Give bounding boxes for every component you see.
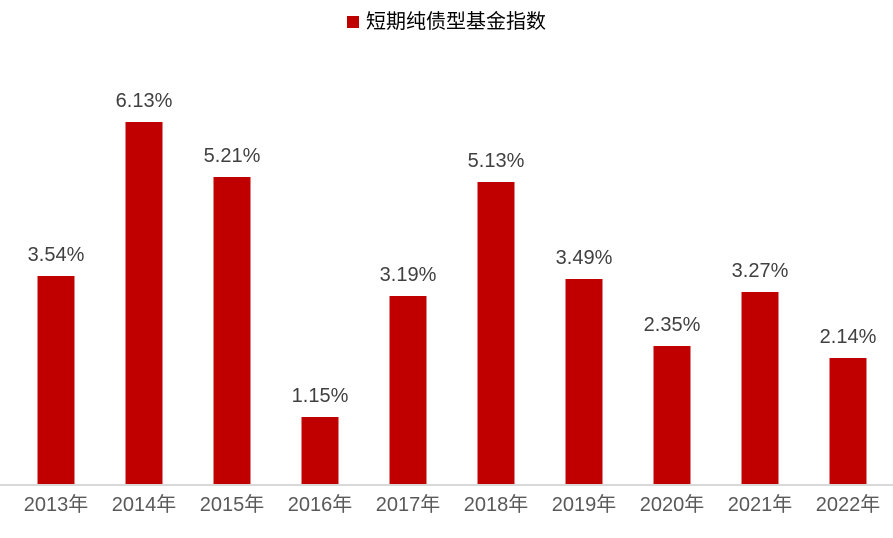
bar	[37, 276, 75, 485]
data-label: 3.19%	[379, 264, 437, 286]
bar	[477, 182, 515, 485]
x-tick-label: 2019年	[551, 494, 617, 516]
bar-column: 2.14%	[804, 65, 892, 485]
x-tick-label: 2016年	[287, 494, 353, 516]
data-label: 2.35%	[643, 314, 701, 336]
x-tick-label: 2014年	[111, 494, 177, 516]
bar	[213, 177, 251, 485]
plot-area: 3.54% 6.13% 5.21% 1.15% 3.19% 5.13% 3.49% 2.35%…	[12, 65, 892, 485]
bar	[741, 292, 779, 485]
data-label: 5.13%	[467, 150, 525, 172]
bar-column: 5.13%	[452, 65, 540, 485]
bar	[301, 417, 339, 485]
x-tick-label: 2021年	[727, 494, 793, 516]
bar	[565, 279, 603, 485]
legend: 短期纯债型基金指数	[0, 8, 893, 34]
x-axis-tick-labels: 2013年 2014年 2015年 2016年 2017年 2018年 2019年 2020年…	[12, 493, 892, 517]
bar-column: 6.13%	[100, 65, 188, 485]
bar-column: 3.49%	[540, 65, 628, 485]
x-tick-label: 2018年	[463, 494, 529, 516]
data-label: 5.21%	[203, 145, 261, 167]
data-label: 6.13%	[115, 90, 173, 112]
data-label: 3.54%	[27, 244, 85, 266]
bar-column: 1.15%	[276, 65, 364, 485]
data-label: 3.27%	[731, 260, 789, 282]
data-label: 2.14%	[819, 326, 877, 348]
bar	[829, 358, 867, 485]
x-tick-label: 2013年	[23, 494, 89, 516]
bar-column: 3.54%	[12, 65, 100, 485]
x-axis-line	[0, 484, 893, 486]
bar	[389, 296, 427, 485]
data-label: 3.49%	[555, 247, 613, 269]
x-tick-label: 2017年	[375, 494, 441, 516]
x-tick-label: 2015年	[199, 494, 265, 516]
bar-column: 3.19%	[364, 65, 452, 485]
bar	[125, 122, 163, 485]
bar	[653, 346, 691, 485]
bar-column: 5.21%	[188, 65, 276, 485]
bar-column: 2.35%	[628, 65, 716, 485]
x-tick-label: 2022年	[815, 494, 881, 516]
x-tick-label: 2020年	[639, 494, 705, 516]
bar-column: 3.27%	[716, 65, 804, 485]
data-label: 1.15%	[291, 385, 349, 407]
legend-label: 短期纯债型基金指数	[366, 9, 546, 33]
legend-marker-icon	[347, 16, 359, 28]
